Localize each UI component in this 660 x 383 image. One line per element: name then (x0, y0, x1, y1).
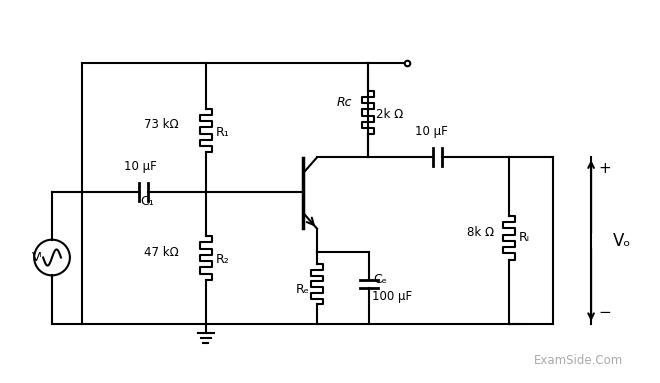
Text: 73 kΩ: 73 kΩ (145, 118, 179, 131)
Text: C₁: C₁ (140, 195, 154, 208)
Text: R₂: R₂ (216, 254, 230, 267)
Text: 10 μF: 10 μF (415, 125, 448, 138)
Text: 2k Ω: 2k Ω (376, 108, 403, 121)
Text: Rᴄ: Rᴄ (337, 96, 352, 109)
Text: R₁: R₁ (216, 126, 230, 139)
Text: +: + (598, 161, 610, 176)
Text: 47 kΩ: 47 kΩ (145, 246, 179, 259)
Text: 10 μF: 10 μF (124, 160, 157, 173)
Text: −: − (598, 305, 610, 320)
Text: 100 μF: 100 μF (372, 290, 412, 303)
Text: Vₒ: Vₒ (613, 232, 631, 250)
Text: Cₑ: Cₑ (374, 273, 387, 286)
Text: Rₗ: Rₗ (519, 231, 529, 244)
Text: 8k Ω: 8k Ω (467, 226, 494, 239)
Text: Rₑ: Rₑ (295, 283, 309, 296)
Text: ExamSide.Com: ExamSide.Com (533, 354, 623, 367)
Text: Vᴵ: Vᴵ (32, 252, 42, 265)
